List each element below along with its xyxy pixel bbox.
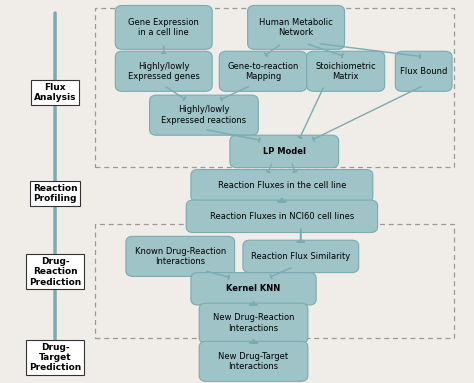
Text: Known Drug-Reaction
Interactions: Known Drug-Reaction Interactions — [135, 247, 226, 266]
FancyBboxPatch shape — [186, 200, 378, 232]
Text: Highly/lowly
Expressed reactions: Highly/lowly Expressed reactions — [161, 105, 246, 125]
Text: Flux
Analysis: Flux Analysis — [34, 83, 76, 102]
Text: Drug-
Target
Prediction: Drug- Target Prediction — [29, 343, 81, 372]
Text: Gene Expression
in a cell line: Gene Expression in a cell line — [128, 18, 199, 37]
FancyBboxPatch shape — [115, 5, 212, 49]
Text: Human Metabolic
Network: Human Metabolic Network — [259, 18, 333, 37]
Text: LP Model: LP Model — [263, 147, 306, 156]
FancyBboxPatch shape — [126, 236, 235, 277]
FancyBboxPatch shape — [230, 135, 338, 168]
Text: New Drug-Target
Interactions: New Drug-Target Interactions — [219, 352, 289, 371]
FancyBboxPatch shape — [191, 170, 373, 202]
FancyBboxPatch shape — [191, 273, 316, 305]
FancyBboxPatch shape — [395, 51, 452, 91]
FancyBboxPatch shape — [150, 95, 258, 135]
Text: Stoichiometric
Matrix: Stoichiometric Matrix — [315, 62, 376, 81]
FancyBboxPatch shape — [199, 303, 308, 343]
FancyBboxPatch shape — [219, 51, 307, 91]
Text: Reaction Flux Similarity: Reaction Flux Similarity — [251, 252, 350, 261]
Text: Highly/lowly
Expressed genes: Highly/lowly Expressed genes — [128, 62, 200, 81]
FancyBboxPatch shape — [199, 341, 308, 381]
Text: Flux Bound: Flux Bound — [400, 67, 447, 76]
Text: Drug-
Reaction
Prediction: Drug- Reaction Prediction — [29, 257, 81, 286]
FancyBboxPatch shape — [115, 51, 212, 91]
Text: Kernel KNN: Kernel KNN — [227, 284, 281, 293]
Text: Reaction Fluxes in NCI60 cell lines: Reaction Fluxes in NCI60 cell lines — [210, 212, 354, 221]
FancyBboxPatch shape — [247, 5, 345, 49]
Text: Reaction Fluxes in the cell line: Reaction Fluxes in the cell line — [218, 181, 346, 190]
Text: Gene-to-reaction
Mapping: Gene-to-reaction Mapping — [228, 62, 299, 81]
FancyBboxPatch shape — [307, 51, 385, 91]
Text: New Drug-Reaction
Interactions: New Drug-Reaction Interactions — [213, 313, 294, 333]
FancyBboxPatch shape — [243, 240, 359, 273]
Text: Reaction
Profiling: Reaction Profiling — [33, 184, 77, 203]
